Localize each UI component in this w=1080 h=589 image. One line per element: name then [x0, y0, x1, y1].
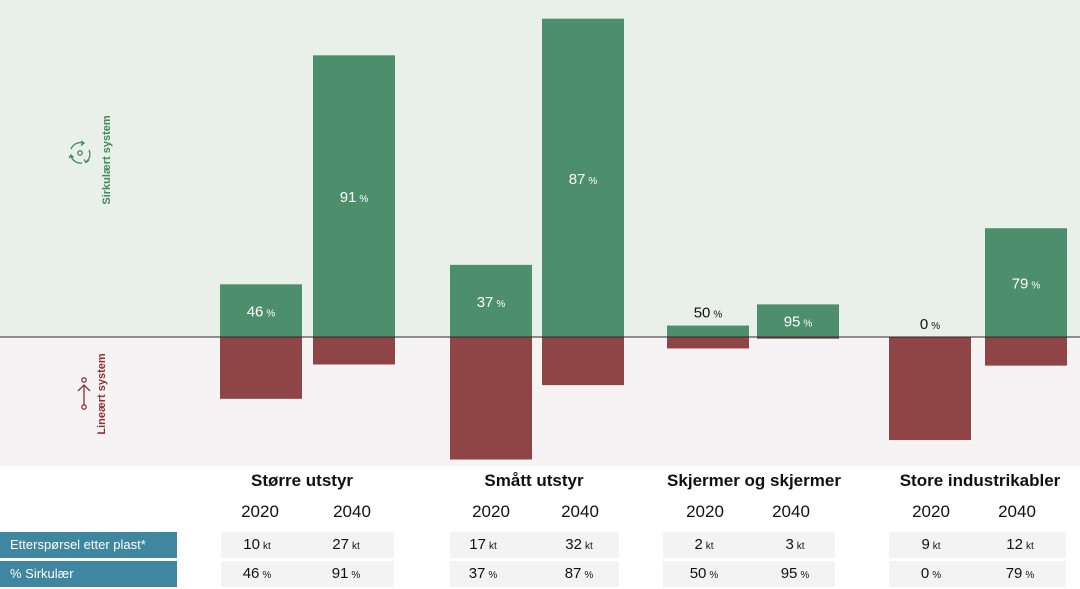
circular-zone-background	[0, 0, 1080, 337]
year-label: 2040	[772, 502, 810, 521]
row-label-percent-circular: % Sirkulær	[0, 561, 177, 587]
category-label-larger-equipment: Større utstyr	[250, 471, 354, 490]
circular-bar	[985, 228, 1067, 337]
circular-bar	[667, 325, 749, 337]
linear-bar	[985, 337, 1067, 366]
table-group-background	[663, 532, 835, 558]
table-cell: 9 kt	[921, 536, 941, 553]
table-cell: 87%	[564, 565, 594, 582]
linear-axis-label: Lineært system	[96, 353, 108, 435]
linear-arrow-icon	[77, 377, 91, 410]
bars-group	[220, 18, 1067, 460]
year-label: 2020	[241, 502, 279, 521]
circular-bar	[542, 18, 624, 337]
bar-percent-label: 91%	[340, 189, 369, 206]
row-label-plastic-demand: Etterspørsel etter plast*	[0, 532, 177, 558]
category-label-industrial-cables: Store industrikabler	[899, 471, 1061, 490]
bar-percent-label: 95%	[784, 314, 813, 331]
circular-bar	[450, 264, 532, 337]
table-cell: 3 kt	[785, 536, 805, 553]
table-cell: 79%	[1005, 565, 1035, 582]
category-label-screens: Skjermer og skjermer	[667, 471, 841, 490]
table-cell: 50%	[689, 565, 719, 582]
year-label: 2040	[561, 502, 599, 521]
category-label-small-equipment: Smått utstyr	[484, 471, 584, 490]
bar-percent-label: 37%	[477, 294, 506, 311]
linear-bar	[667, 337, 749, 349]
linear-bar	[542, 337, 624, 386]
bar-percent-label: 87%	[569, 171, 598, 188]
year-label: 2040	[998, 502, 1036, 521]
circular-bar	[220, 284, 302, 337]
bar-percent-label: 0%	[920, 316, 940, 333]
table-cell: 91%	[331, 565, 361, 582]
table-cell: 10 kt	[243, 536, 271, 553]
table-cell: 37%	[468, 565, 498, 582]
table-cell: 46%	[242, 565, 272, 582]
year-label: 2020	[912, 502, 950, 521]
table-group-background	[663, 561, 835, 587]
linear-bar	[889, 337, 971, 441]
circular-axis-label: Sirkulært system	[101, 115, 113, 205]
table-group-background	[889, 532, 1066, 558]
table-group-background	[450, 532, 619, 558]
table-cell: 27 kt	[332, 536, 360, 553]
circular-bar	[313, 55, 395, 338]
table-cell: 0%	[920, 565, 942, 582]
bar-percent-label: 79%	[1012, 276, 1041, 293]
linear-bar	[220, 337, 302, 399]
circular-bar	[757, 304, 839, 337]
table-cell: 12 kt	[1006, 536, 1034, 553]
bar-percent-label: 50%	[694, 305, 723, 322]
bar-percent-label: 46%	[247, 304, 276, 321]
bar-labels-group: 46 % 91 % 37 % 87 % 50% 95% 0 % 79%	[247, 171, 1041, 333]
chart: 46 % 91 % 37 % 87 % 50% 95% 0 % 79%	[0, 0, 1080, 466]
linear-bar	[757, 337, 839, 339]
year-label: 2020	[472, 502, 510, 521]
table-cell: 32 kt	[565, 536, 593, 553]
table-cell: 2 kt	[694, 536, 714, 553]
year-label: 2040	[333, 502, 371, 521]
table-group-background	[450, 561, 619, 587]
linear-bar	[450, 337, 532, 460]
table-cell: 17 kt	[469, 536, 497, 553]
recycle-circle-icon	[68, 140, 91, 164]
year-label: 2020	[686, 502, 724, 521]
table-cell: 95%	[780, 565, 810, 582]
table-group-background	[221, 561, 394, 587]
linear-bar	[313, 337, 395, 365]
table-group-background	[221, 532, 394, 558]
table-group-background	[889, 561, 1066, 587]
